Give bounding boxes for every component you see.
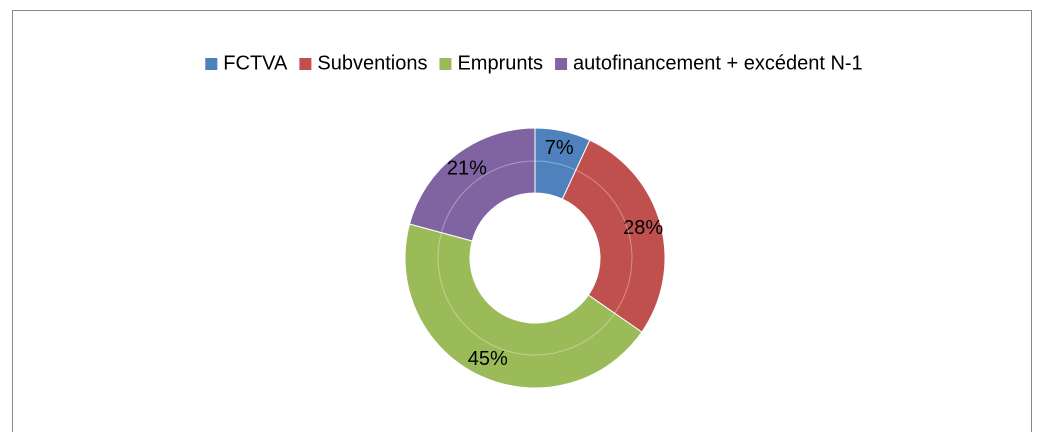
donut-slice xyxy=(561,139,666,333)
data-label: 45% xyxy=(468,348,508,370)
legend-label: Subventions xyxy=(317,52,427,74)
ring-separator xyxy=(437,160,633,356)
legend-label: autofinancement + excédent N-1 xyxy=(573,52,863,74)
legend-swatch xyxy=(205,58,218,70)
plot-area: 7% 28% 45% 21% xyxy=(404,127,666,389)
data-label: 28% xyxy=(623,217,663,239)
legend-label: Emprunts xyxy=(457,52,543,74)
legend-swatch xyxy=(439,58,452,70)
donut-slice xyxy=(404,223,643,389)
legend-label: FCTVA xyxy=(223,52,288,74)
data-label: 21% xyxy=(447,157,487,179)
donut-slice xyxy=(408,127,536,242)
legend-swatch xyxy=(299,58,312,70)
legend: FCTVA Subventions Emprunts autofinancement … xyxy=(205,52,863,74)
legend-swatch xyxy=(555,58,568,70)
data-label: 7% xyxy=(545,137,574,159)
